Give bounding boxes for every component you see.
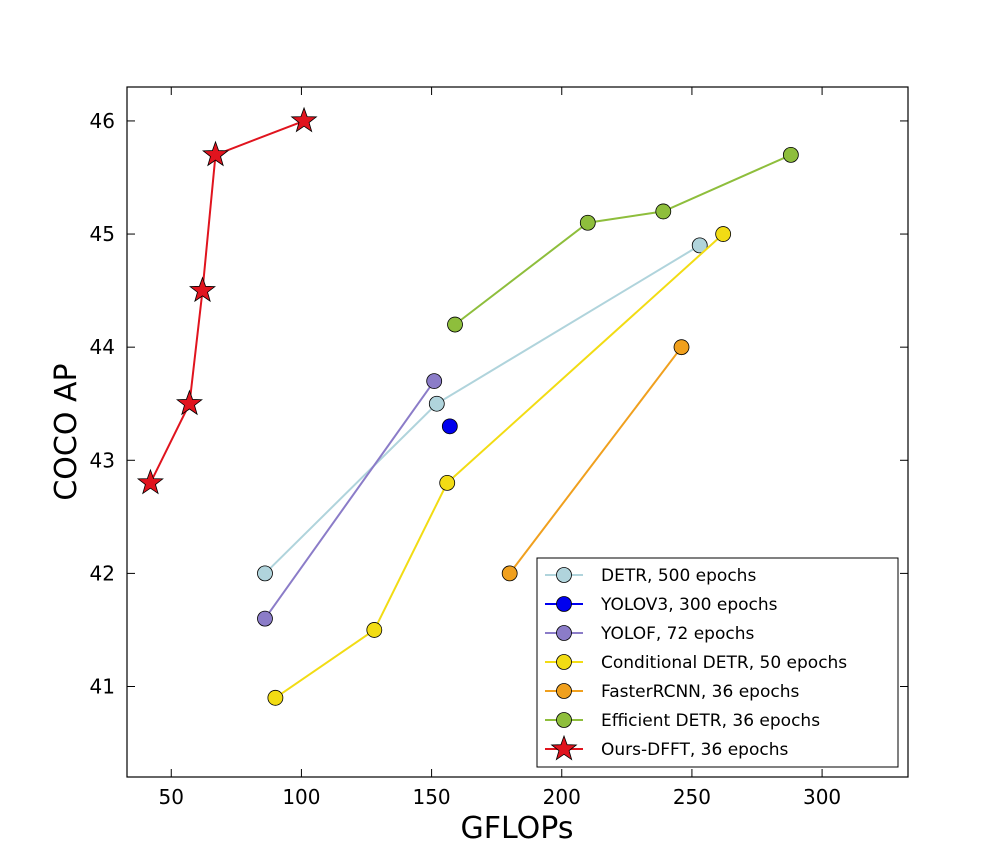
y-tick-label: 46 [90, 109, 115, 133]
data-point [691, 237, 708, 254]
series-group [441, 418, 458, 435]
y-tick-label: 41 [90, 675, 115, 699]
x-tick-label: 300 [803, 785, 841, 809]
data-point [175, 389, 203, 416]
y-axis: 41 42 43 44 45 46 [90, 109, 908, 699]
data-point [501, 565, 518, 582]
y-tick-label: 44 [90, 335, 115, 359]
legend-label: FasterRCNN, 36 epochs [601, 682, 799, 702]
legend-label: Conditional DETR, 50 epochs [601, 653, 847, 673]
series-layer [136, 106, 799, 706]
x-tick-label: 250 [673, 785, 711, 809]
legend-marker [556, 683, 572, 699]
legend-marker [550, 734, 578, 761]
x-axis: 50 100 150 200 250 300 [159, 87, 841, 809]
series-group [136, 106, 318, 495]
plot-area-frame [126, 86, 909, 778]
legend-label: DETR, 500 epochs [601, 566, 756, 586]
legend-item: YOLOV3, 300 epochs [545, 595, 778, 615]
legend-item: FasterRCNN, 36 epochs [545, 682, 799, 702]
legend: DETR, 500 epochs YOLOV3, 300 epochs YOLOF,… [536, 557, 899, 768]
y-tick-label: 45 [90, 222, 115, 246]
legend-label: YOLOV3, 300 epochs [600, 595, 778, 615]
series-group [257, 237, 708, 582]
series-line [508, 346, 683, 575]
x-tick-label: 100 [282, 785, 320, 809]
series-line [149, 119, 305, 484]
data-point [441, 418, 458, 435]
data-point [188, 276, 216, 303]
x-tick-label: 200 [543, 785, 581, 809]
x-tick-label: 150 [412, 785, 450, 809]
legend-marker [556, 654, 572, 670]
data-point [439, 475, 456, 491]
legend-label: Ours-DFFT, 36 epochs [601, 740, 788, 760]
series-line [454, 153, 792, 326]
legend-marker [556, 625, 572, 641]
legend-item: DETR, 500 epochs [545, 566, 756, 586]
legend-marker [556, 596, 572, 612]
data-point [257, 610, 273, 627]
legend-item: Conditional DETR, 50 epochs [545, 653, 847, 673]
x-tick-label: 50 [159, 785, 184, 809]
x-axis-label: GFLOPs [461, 811, 574, 846]
y-tick-label: 42 [90, 561, 115, 585]
y-axis-label: COCO AP [49, 363, 84, 500]
legend-label: YOLOF, 72 epochs [600, 624, 754, 644]
series-line [264, 380, 436, 620]
series-line [274, 233, 724, 699]
series-group [447, 146, 799, 333]
data-point [267, 689, 284, 706]
y-tick-label: 43 [90, 448, 115, 472]
data-point [290, 106, 318, 133]
legend-item: Efficient DETR, 36 epochs [545, 711, 820, 731]
data-point [579, 214, 596, 231]
series-group [501, 339, 690, 582]
data-point [715, 226, 732, 242]
legend-box [536, 557, 899, 768]
data-point [202, 140, 230, 167]
data-point [426, 373, 443, 389]
data-point [257, 565, 273, 582]
legend-marker [556, 712, 572, 728]
data-point [428, 395, 445, 412]
data-point [782, 146, 799, 163]
legend-item: Ours-DFFT, 36 epochs [545, 734, 788, 761]
data-point [673, 339, 690, 356]
data-point [447, 316, 463, 333]
series-group [257, 373, 443, 627]
legend-marker [556, 567, 572, 583]
legend-item: YOLOF, 72 epochs [545, 624, 754, 644]
legend-label: Efficient DETR, 36 epochs [601, 711, 820, 731]
data-point [366, 622, 383, 638]
data-point [136, 468, 164, 495]
data-point [655, 203, 672, 220]
series-group [267, 226, 732, 706]
